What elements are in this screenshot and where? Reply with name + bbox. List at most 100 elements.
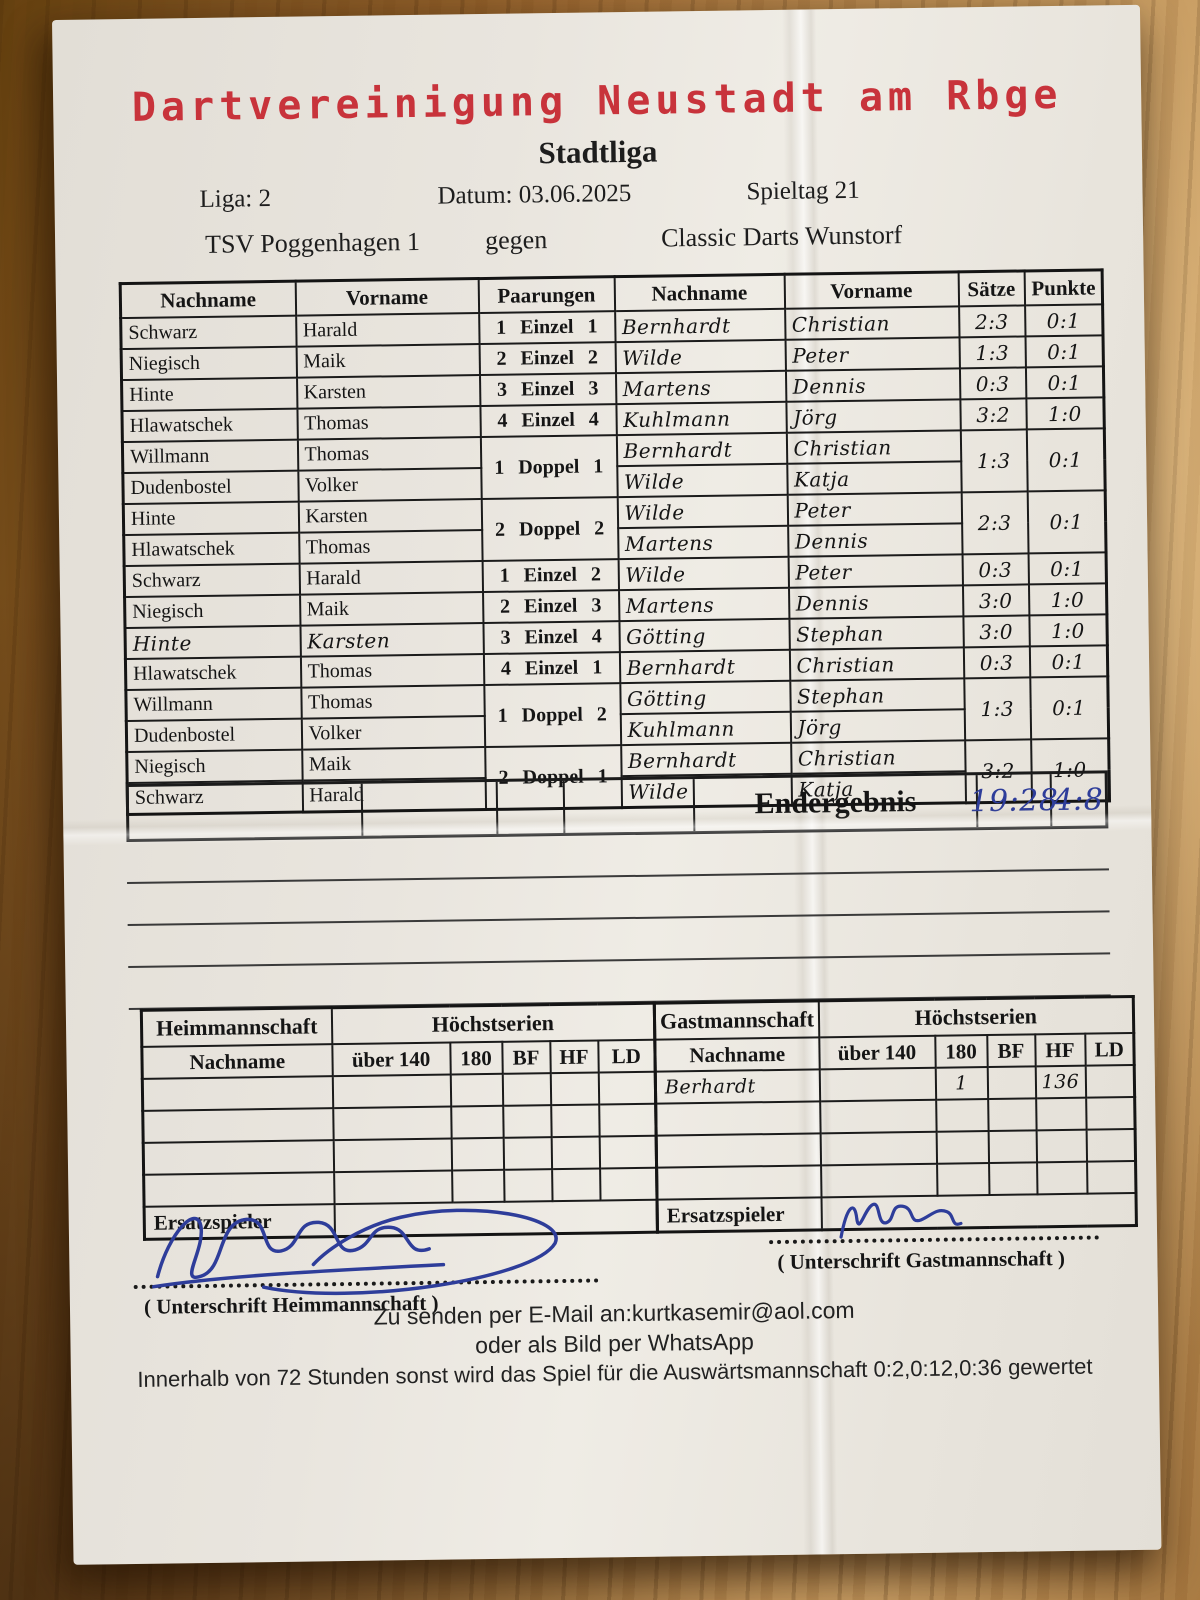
cell-home-nachname: Willmann bbox=[122, 439, 298, 474]
cell-guest-nachname: Wilde bbox=[615, 339, 786, 374]
guest-team-name: Classic Darts Wunstorf bbox=[660, 220, 903, 253]
cell-guest-vorname: Jörg bbox=[790, 709, 965, 743]
cell-home-vorname: Volker bbox=[297, 468, 482, 502]
home-signature-block: ( Unterschrift Heimmannschaft ) bbox=[132, 1192, 614, 1320]
endergebnis-points-score: 4:8 bbox=[1053, 781, 1104, 818]
cell-home-vorname: Maik bbox=[296, 344, 480, 378]
cell-home-nachname: Niegisch bbox=[124, 594, 300, 629]
cell-saetze: 2:3 bbox=[961, 491, 1029, 555]
cell-home-nachname: Schwarz bbox=[120, 315, 297, 350]
cell-guest-nachname: Bernhardt bbox=[619, 649, 790, 684]
empty-cell bbox=[598, 1071, 656, 1105]
col-header-guest-nachname: Nachname bbox=[614, 274, 785, 312]
cell-guest-vorname: Peter bbox=[787, 492, 962, 526]
guest-signature-scribble bbox=[839, 1202, 963, 1239]
cell-guest-vorname: Jörg bbox=[785, 399, 961, 433]
date-label: Datum: 03.06.2025 bbox=[437, 179, 632, 210]
col-header-paarungen: Paarungen bbox=[478, 276, 615, 314]
empty-cell bbox=[502, 1105, 552, 1138]
cell-punkte: 0:1 bbox=[1025, 366, 1104, 399]
versus-label: gegen bbox=[484, 225, 548, 255]
cell-punkte: 0:1 bbox=[1026, 428, 1106, 492]
guest-hs-bf-value bbox=[987, 1066, 1036, 1100]
empty-cell bbox=[550, 1072, 599, 1106]
matchday-label: Spieltag 21 bbox=[746, 176, 860, 206]
cell-paarung: 1 Doppel 1 bbox=[480, 435, 618, 500]
cell-saetze: 0:3 bbox=[959, 367, 1026, 400]
cell-saetze: 3:0 bbox=[962, 615, 1030, 648]
cell-paarung: 4 Einzel 1 bbox=[483, 652, 620, 686]
empty-cell bbox=[503, 1137, 552, 1170]
cell-paarung: 1 Doppel 2 bbox=[483, 683, 621, 748]
cell-guest-nachname: Bernhardt bbox=[616, 432, 787, 467]
cell-paarung: 4 Einzel 4 bbox=[479, 404, 617, 438]
empty-cell bbox=[1036, 1129, 1087, 1163]
home-team-section-label: Heimmannschaft bbox=[141, 1007, 332, 1047]
empty-cell bbox=[332, 1074, 451, 1109]
empty-cell bbox=[332, 1106, 452, 1141]
cell-guest-vorname: Christian bbox=[789, 647, 964, 681]
cell-saetze: 0:3 bbox=[963, 646, 1030, 679]
empty-cell bbox=[935, 1099, 989, 1132]
endergebnis-sets-score: 19:28 bbox=[969, 774, 1059, 828]
home-team-name: TSV Poggenhagen 1 bbox=[204, 226, 421, 259]
guest-signature-block: ( Unterschrift Gastmannschaft ) bbox=[768, 1177, 1109, 1275]
cell-guest-nachname: Martens bbox=[617, 525, 789, 560]
guest-hs-col-ueber140: über 140 bbox=[818, 1035, 936, 1070]
cell-home-nachname: Hinte bbox=[123, 501, 299, 536]
home-series-label: Höchstserien bbox=[331, 1003, 655, 1045]
empty-cell bbox=[598, 1103, 657, 1137]
ruled-empty-rows bbox=[126, 828, 1111, 1011]
empty-cell bbox=[655, 1101, 821, 1136]
cell-saetze: 1:3 bbox=[959, 336, 1026, 369]
col-header-guest-vorname: Vorname bbox=[784, 271, 959, 309]
cell-punkte: 0:1 bbox=[1029, 676, 1109, 740]
col-header-home-vorname: Vorname bbox=[295, 278, 479, 316]
guest-hs-col-nachname: Nachname bbox=[654, 1037, 820, 1072]
cell-saetze: 2:3 bbox=[958, 305, 1026, 338]
col-header-home-nachname: Nachname bbox=[120, 281, 296, 319]
cell-home-nachname: Hlawatschek bbox=[123, 532, 300, 567]
cell-guest-vorname: Stephan bbox=[789, 678, 965, 712]
empty-cell bbox=[819, 1099, 937, 1134]
cell-guest-nachname: Wilde bbox=[616, 463, 788, 498]
cell-home-vorname: Harald bbox=[299, 561, 483, 595]
cell-saetze: 1:3 bbox=[960, 429, 1028, 493]
cell-home-nachname: Hinte bbox=[124, 625, 301, 660]
empty-cell bbox=[987, 1098, 1037, 1132]
match-table-body: Schwarz Harald 1 Einzel 1 Bernhardt Christia… bbox=[120, 304, 1110, 815]
guest-hs-col-hf: HF bbox=[1034, 1033, 1086, 1067]
cell-punkte: 1:0 bbox=[1025, 397, 1105, 430]
cell-paarung: 3 Einzel 3 bbox=[479, 373, 616, 407]
cell-home-nachname: Dudenbostel bbox=[126, 718, 302, 753]
guest-hs-col-bf: BF bbox=[986, 1034, 1036, 1068]
cell-home-nachname: Willmann bbox=[125, 687, 302, 722]
empty-cell bbox=[1085, 1096, 1136, 1130]
cell-saetze: 0:3 bbox=[962, 553, 1029, 586]
cell-home-vorname: Thomas bbox=[300, 654, 484, 688]
cell-paarung: 2 Einzel 3 bbox=[482, 590, 619, 624]
cell-home-vorname: Thomas bbox=[296, 406, 481, 440]
empty-cell bbox=[450, 1073, 503, 1107]
empty-cell bbox=[333, 1138, 452, 1173]
cell-guest-vorname: Peter bbox=[788, 554, 963, 588]
cell-punkte: 0:1 bbox=[1029, 645, 1108, 678]
guest-hs-col-ld: LD bbox=[1084, 1032, 1135, 1066]
cell-home-nachname: Hlawatschek bbox=[125, 656, 301, 691]
cell-guest-nachname: Wilde bbox=[618, 556, 789, 591]
cell-guest-vorname: Dennis bbox=[787, 523, 963, 557]
col-header-saetze: Sätze bbox=[958, 270, 1025, 307]
cell-guest-nachname: Wilde bbox=[617, 494, 788, 529]
cell-guest-nachname: Bernhardt bbox=[620, 742, 792, 777]
home-signature-scribble bbox=[151, 1208, 558, 1296]
match-table: Nachname Vorname Paarungen Nachname Vorn… bbox=[118, 268, 1112, 817]
cell-guest-vorname: Peter bbox=[785, 337, 960, 371]
empty-cell bbox=[599, 1135, 657, 1169]
empty-cell bbox=[502, 1073, 551, 1106]
guest-team-section-label: Gastmannschaft bbox=[654, 1000, 819, 1040]
cell-guest-vorname: Christian bbox=[786, 430, 961, 464]
cell-guest-nachname: Martens bbox=[615, 370, 786, 405]
cell-punkte: 1:0 bbox=[1028, 583, 1107, 616]
guest-hs-ld-value bbox=[1085, 1064, 1135, 1098]
scoresheet-paper: Dartvereinigung Neustadt am Rbge Stadtli… bbox=[52, 4, 1162, 1565]
